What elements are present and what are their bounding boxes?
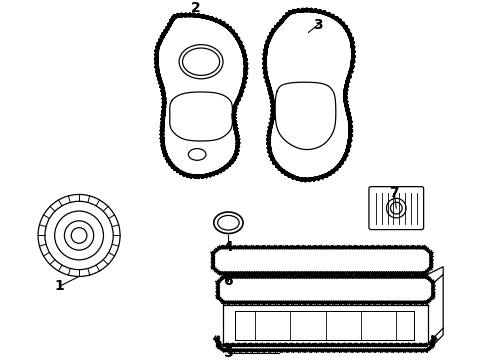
Text: 7: 7 — [390, 186, 399, 201]
Text: 3: 3 — [314, 18, 323, 32]
Text: 2: 2 — [191, 1, 201, 15]
Text: 4: 4 — [223, 240, 233, 254]
Text: 1: 1 — [55, 279, 64, 293]
Text: 6: 6 — [223, 274, 233, 288]
Text: 5: 5 — [223, 346, 233, 360]
